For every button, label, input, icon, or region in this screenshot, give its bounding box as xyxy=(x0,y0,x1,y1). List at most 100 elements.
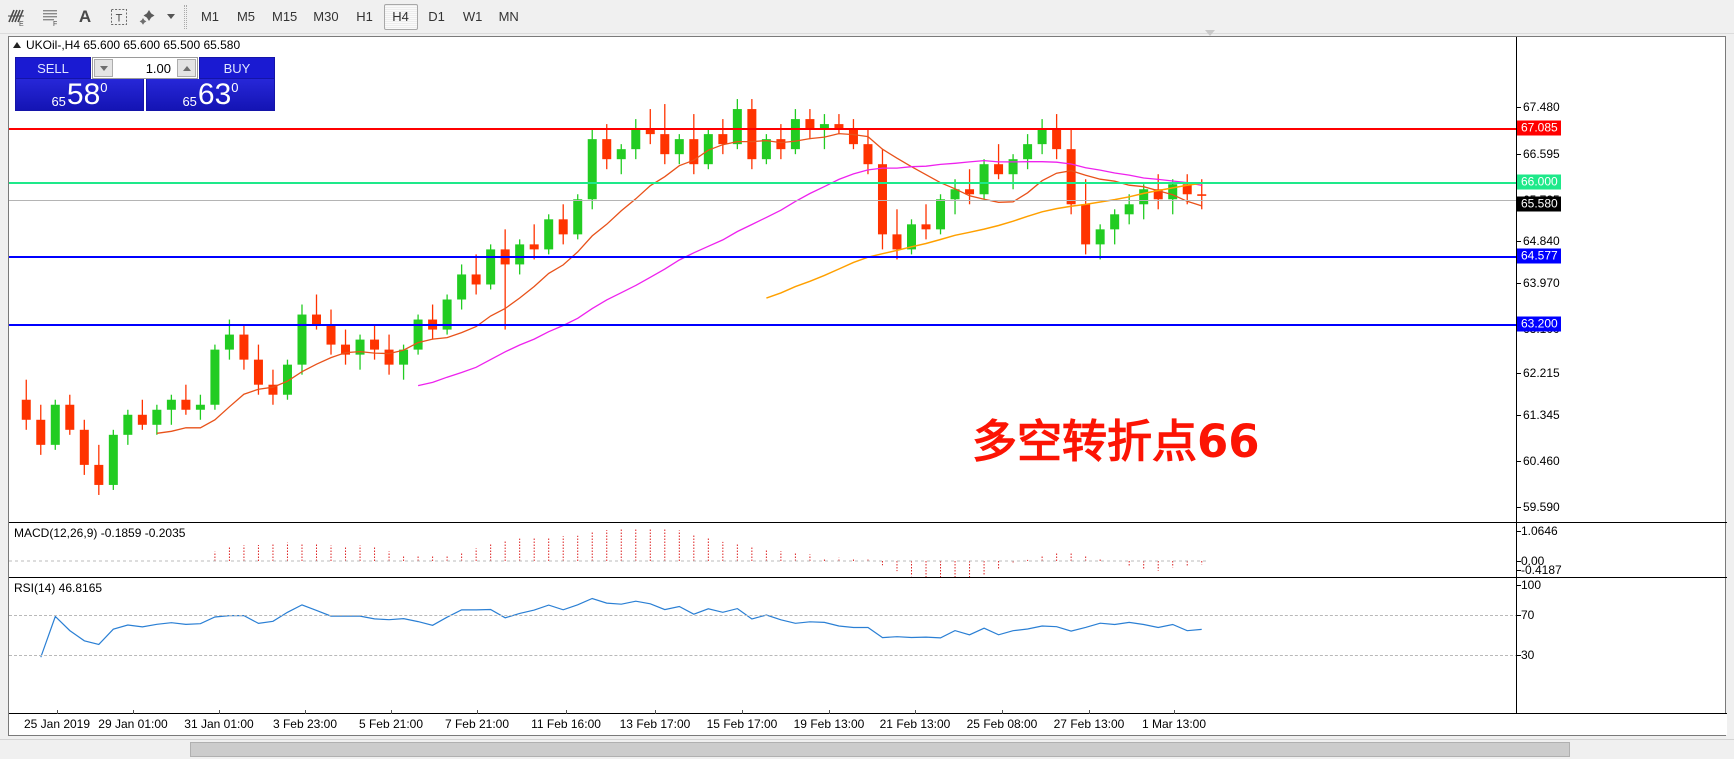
indicators-icon[interactable]: F xyxy=(34,2,68,32)
buy-price-display[interactable]: 65 63 0 xyxy=(146,79,275,111)
timeframe-w1[interactable]: W1 xyxy=(462,9,483,24)
rsi-line xyxy=(40,597,1202,658)
buy-button[interactable]: BUY xyxy=(199,57,275,79)
time-label: 31 Jan 01:00 xyxy=(184,717,254,731)
price-plot xyxy=(21,99,1207,495)
one-click-trading-panel[interactable]: SELL 1.00 BUY 65 58 0 65 63 0 xyxy=(15,57,275,111)
time-tick xyxy=(655,710,656,714)
scrollbar-thumb[interactable] xyxy=(190,742,1570,757)
ma-mid-line xyxy=(417,159,1202,387)
time-tick xyxy=(477,710,478,714)
time-label: 5 Feb 21:00 xyxy=(358,717,424,731)
volume-decrement-button[interactable] xyxy=(94,59,113,77)
price-tag-65-580: 65.580 xyxy=(1517,196,1561,212)
sell-price-display[interactable]: 65 58 0 xyxy=(15,79,144,111)
timeframe-m15[interactable]: M15 xyxy=(272,9,298,24)
price-tick-63-970: 63.970 xyxy=(1517,276,1560,290)
current-price-line[interactable] xyxy=(9,200,1518,201)
price-tick-63-100: 63.100 xyxy=(1517,322,1560,336)
support-line-64577[interactable] xyxy=(9,256,1518,258)
price-tick-64-840: 64.840 xyxy=(1517,234,1560,248)
sell-price-fraction: 0 xyxy=(100,80,108,95)
candlestick-series xyxy=(21,99,1207,495)
indicator-tick-30: 30 xyxy=(1517,648,1534,662)
price-tick-62-215: 62.215 xyxy=(1517,366,1560,380)
time-label: 11 Feb 16:00 xyxy=(531,717,601,731)
time-tick xyxy=(829,710,830,714)
price-tag-64-577: 64.577 xyxy=(1517,248,1561,264)
trade-panel-price-row: 65 58 0 65 63 0 xyxy=(15,79,275,111)
horizontal-scrollbar[interactable] xyxy=(0,739,1734,759)
time-label: 25 Feb 08:00 xyxy=(966,717,1038,731)
time-tick xyxy=(1174,710,1175,714)
timeframe-h1[interactable]: H1 xyxy=(356,9,373,24)
time-label: 25 Jan 2019 xyxy=(23,717,91,731)
objects-dropdown-icon[interactable] xyxy=(162,2,178,32)
timeframe-mn[interactable]: MN xyxy=(498,9,519,24)
macd-plot xyxy=(9,529,1209,577)
indicator-tick-n0-4187: -0.4187 xyxy=(1517,563,1562,577)
time-label: 7 Feb 21:00 xyxy=(444,717,510,731)
time-label: 1 Mar 13:00 xyxy=(1141,717,1207,731)
pivot-line-66000[interactable] xyxy=(9,182,1518,184)
macd-histogram xyxy=(214,529,1203,577)
price-tick-59-590: 59.590 xyxy=(1517,500,1560,514)
price-tick-67-480: 67.480 xyxy=(1517,100,1560,114)
collapse-triangle-icon[interactable] xyxy=(13,42,21,48)
time-tick xyxy=(305,710,306,714)
time-tick xyxy=(1002,710,1003,714)
svg-text:F: F xyxy=(53,21,57,27)
price-tick-65-725: 65.725 xyxy=(1517,193,1560,207)
text-label-icon[interactable]: A xyxy=(78,6,92,26)
time-label: 27 Feb 13:00 xyxy=(1053,717,1125,731)
rsi-label: RSI(14) 46.8165 xyxy=(14,581,103,595)
time-label: 15 Feb 17:00 xyxy=(706,717,778,731)
time-tick xyxy=(219,710,220,714)
trade-panel-controls-row: SELL 1.00 BUY xyxy=(15,57,275,79)
objects-icon[interactable] xyxy=(136,2,162,32)
time-label: 29 Jan 01:00 xyxy=(98,717,168,731)
timeframe-group: M1 M5 M15 M30 H1 H4 D1 W1 MN xyxy=(192,3,527,30)
volume-value[interactable]: 1.00 xyxy=(145,60,171,76)
chart-canvas[interactable]: UKOil-,H4 65.600 65.600 65.500 65.580 多空… xyxy=(8,36,1727,736)
time-tick xyxy=(915,710,916,714)
svg-text:T: T xyxy=(116,12,123,24)
rsi-plot xyxy=(40,597,1202,658)
time-scale[interactable]: 25 Jan 2019 29 Jan 01:00 31 Jan 01:00 3 Feb… xyxy=(9,710,1727,735)
ma-fast-line xyxy=(156,132,1202,434)
support-line-63200[interactable] xyxy=(9,324,1518,326)
timeframe-h4[interactable]: H4 xyxy=(383,3,418,30)
buy-price-main: 63 xyxy=(197,79,232,111)
time-tick xyxy=(742,710,743,714)
volume-increment-button[interactable] xyxy=(177,59,196,77)
time-tick xyxy=(1089,710,1090,714)
toolbar-separator xyxy=(181,4,189,30)
timeframe-m5[interactable]: M5 xyxy=(236,9,256,24)
time-tick xyxy=(566,710,567,714)
resistance-line-67085[interactable] xyxy=(9,128,1518,130)
ma-slow-line xyxy=(766,182,1202,299)
indicator-tick-0n00: 0.00 xyxy=(1517,554,1544,568)
timeframe-m1[interactable]: M1 xyxy=(200,9,220,24)
sell-button[interactable]: SELL xyxy=(15,57,91,79)
expert-advisors-icon[interactable]: E xyxy=(0,2,34,32)
price-tag-66-000: 66.000 xyxy=(1517,174,1561,190)
chart-annotation-text: 多空转折点66 xyxy=(972,415,1260,468)
timeframe-m30[interactable]: M30 xyxy=(313,9,339,24)
svg-text:E: E xyxy=(19,21,24,27)
price-tick-61-345: 61.345 xyxy=(1517,408,1560,422)
volume-stepper[interactable]: 1.00 xyxy=(92,57,198,79)
time-tick xyxy=(391,710,392,714)
chart-dropdown-caret-icon[interactable] xyxy=(1205,30,1215,36)
time-label: 19 Feb 13:00 xyxy=(793,717,865,731)
timeframe-d1[interactable]: D1 xyxy=(428,9,445,24)
price-tick-60-460: 60.460 xyxy=(1517,454,1560,468)
main-toolbar: E F A T M1 M5 M15 M30 H1 H4 D1 W1 MN xyxy=(0,0,1734,34)
indicator-tick-100: 100 xyxy=(1517,578,1541,592)
text-object-icon[interactable]: T xyxy=(102,2,136,32)
time-label: 13 Feb 17:00 xyxy=(619,717,691,731)
price-tag-63-200: 63.200 xyxy=(1517,316,1561,332)
price-tick-66-595: 66.595 xyxy=(1517,147,1560,161)
time-label: 3 Feb 23:00 xyxy=(272,717,338,731)
time-label: 21 Feb 13:00 xyxy=(879,717,951,731)
